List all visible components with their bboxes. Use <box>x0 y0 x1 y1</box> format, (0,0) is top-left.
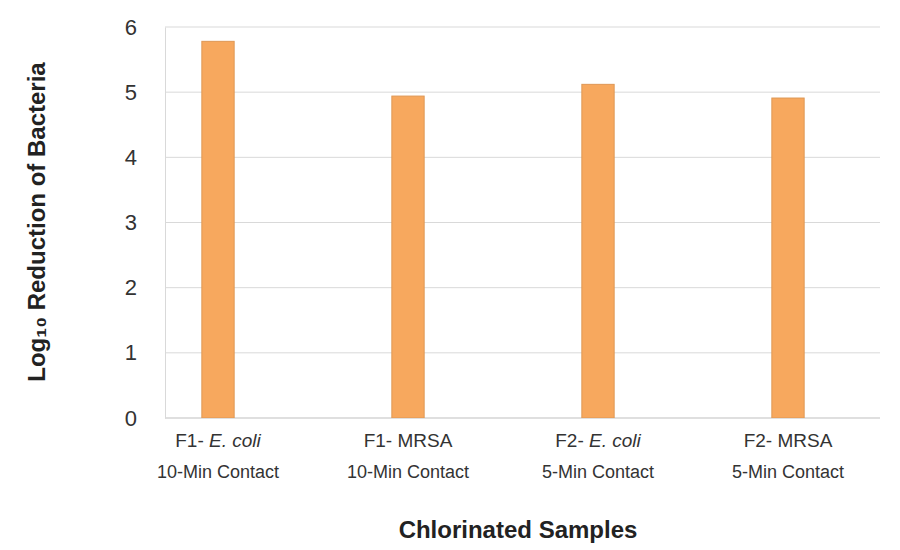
y-axis-title: Log₁₀ Reduction of Bacteria <box>23 62 50 382</box>
y-tick: 1 <box>125 340 165 365</box>
y-tick: 2 <box>125 275 165 300</box>
x-tick-label: F2- MRSA <box>744 430 833 451</box>
grid-line <box>165 92 880 93</box>
y-axis: 0 1 2 3 4 5 6 <box>125 15 166 431</box>
y-tick: 0 <box>125 406 165 431</box>
grid <box>165 27 880 418</box>
x-tick-label: 5-Min Contact <box>732 462 844 482</box>
x-axis-title: Chlorinated Samples <box>399 516 638 543</box>
bar <box>202 41 234 418</box>
y-tick-label: 5 <box>125 80 137 105</box>
x-tick-label: 5-Min Contact <box>542 462 654 482</box>
x-tick: F1- MRSA 10-Min Contact <box>347 418 469 482</box>
grid-line <box>165 27 880 28</box>
y-tick: 5 <box>125 80 165 105</box>
y-tick-label: 1 <box>125 340 137 365</box>
chart: 0123456F1- E. coli10-Min ContactF1- MRSA… <box>0 0 900 550</box>
bar <box>392 96 424 418</box>
x-tick: F2- E. coli 5-Min Contact <box>542 418 654 482</box>
y-axis-line <box>165 28 166 419</box>
y-tick-label: 6 <box>125 15 137 40</box>
y-tick-label: 4 <box>125 145 137 170</box>
bars <box>202 41 804 418</box>
bar <box>582 84 614 418</box>
x-axis-line <box>124 418 884 419</box>
y-tick-label: 3 <box>125 210 137 235</box>
y-tick: 3 <box>125 210 165 235</box>
y-tick: 4 <box>125 145 165 170</box>
y-tick-label: 2 <box>125 275 137 300</box>
x-tick-label: 10-Min Contact <box>157 462 279 482</box>
x-tick-label: F1- E. coli <box>175 430 261 451</box>
bar <box>772 98 804 418</box>
y-tick: 6 <box>125 15 165 40</box>
y-tick-label: 0 <box>125 406 137 431</box>
x-tick-label: F2- E. coli <box>555 430 641 451</box>
x-tick-label: 10-Min Contact <box>347 462 469 482</box>
x-tick-label: F1- MRSA <box>364 430 453 451</box>
x-axis: F1- E. coli 10-Min Contact F1- MRSA 10-Min … <box>124 418 884 482</box>
x-tick: F2- MRSA 5-Min Contact <box>732 418 844 482</box>
x-tick: F1- E. coli 10-Min Contact <box>157 418 279 482</box>
